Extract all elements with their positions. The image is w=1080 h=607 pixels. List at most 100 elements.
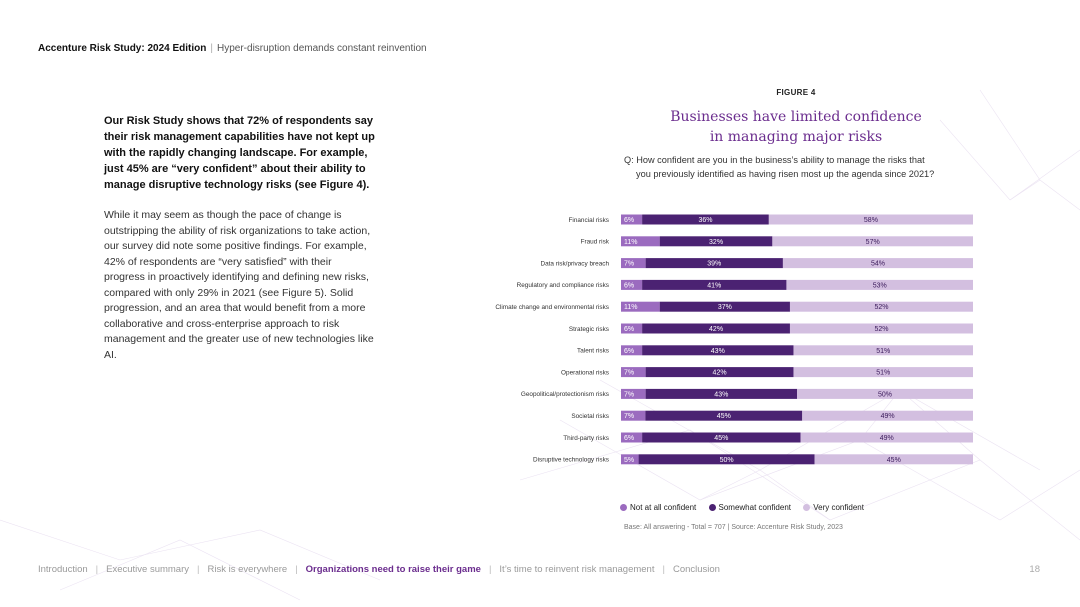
category-label-fraud-risk: Fraud risk [581, 239, 610, 246]
data-label-somewhat-confident-talent-risks: 43% [711, 348, 725, 355]
footer-nav-link-it-s-time-to-reinvent-risk-management[interactable]: It’s time to reinvent risk management [499, 564, 655, 575]
data-label-somewhat-confident-third-party-risks: 45% [714, 435, 728, 442]
category-label-third-party-risks: Third-party risks [563, 435, 609, 442]
bar-not-confident-geopolitical-protectionism-risks [621, 388, 646, 399]
bar-somewhat-confident-talent-risks [642, 345, 794, 356]
footer-nav-link-risk-is-everywhere[interactable]: Risk is everywhere [207, 564, 288, 575]
footer-nav-separator: | [488, 564, 492, 575]
data-label-very-confident-talent-risks: 51% [876, 348, 890, 355]
bar-somewhat-confident-financial-risks [642, 214, 769, 225]
bar-somewhat-confident-climate-change-and-environmental-risks [659, 301, 790, 312]
bar-somewhat-confident-data-risk-privacy-breach [645, 258, 783, 269]
bar-somewhat-confident-third-party-risks [642, 432, 801, 443]
legend-label-not-confident: Not at all confident [630, 503, 697, 512]
bar-not-confident-data-risk-privacy-breach [621, 258, 646, 269]
data-label-very-confident-fraud-risk: 57% [866, 239, 880, 246]
data-label-not-confident-talent-risks: 6% [624, 348, 634, 355]
bar-not-confident-strategic-risks [621, 323, 643, 334]
data-label-somewhat-confident-data-risk-privacy-breach: 39% [707, 261, 721, 268]
bar-not-confident-financial-risks [621, 214, 643, 225]
bar-very-confident-talent-risks [793, 345, 973, 356]
data-label-very-confident-financial-risks: 58% [864, 217, 878, 224]
bar-not-confident-societal-risks [621, 410, 646, 421]
body-paragraph: While it may seem as though the pace of … [104, 209, 374, 361]
survey-question-line-1: Q: How confident are you in the business… [624, 155, 925, 165]
bar-very-confident-regulatory-and-compliance-risks [786, 279, 973, 290]
data-label-not-confident-operational-risks: 7% [624, 370, 634, 377]
bar-very-confident-climate-change-and-environmental-risks [789, 301, 973, 312]
footer-nav-link-introduction[interactable]: Introduction [38, 564, 88, 575]
data-label-very-confident-data-risk-privacy-breach: 54% [871, 261, 885, 268]
footer-nav-separator: | [197, 564, 200, 575]
bar-not-confident-regulatory-and-compliance-risks [621, 279, 643, 290]
footer-nav-link-executive-summary[interactable]: Executive summary [106, 564, 190, 575]
data-label-not-confident-disruptive-technology-risks: 5% [624, 457, 634, 464]
bar-very-confident-operational-risks [793, 367, 973, 378]
survey-question: Q: How confident are you in the business… [624, 153, 984, 181]
legend-swatch-very-confident [803, 504, 811, 511]
bar-somewhat-confident-societal-risks [645, 410, 803, 421]
figure-title-line-1: Businesses have limited confidence [670, 109, 922, 125]
bar-very-confident-geopolitical-protectionism-risks [797, 388, 973, 399]
bar-somewhat-confident-operational-risks [645, 367, 794, 378]
bar-very-confident-fraud-risk [772, 236, 973, 247]
footer-nav-separator: | [295, 564, 298, 575]
bar-very-confident-societal-risks [802, 410, 973, 421]
data-label-very-confident-strategic-risks: 52% [874, 326, 888, 333]
data-label-very-confident-operational-risks: 51% [876, 370, 890, 377]
bar-not-confident-operational-risks [621, 367, 646, 378]
data-label-somewhat-confident-regulatory-and-compliance-risks: 41% [707, 282, 721, 289]
report-tagline: Hyper-disruption demands constant reinve… [217, 43, 427, 54]
bar-somewhat-confident-fraud-risk [659, 236, 773, 247]
data-label-not-confident-strategic-risks: 6% [624, 326, 634, 333]
data-label-somewhat-confident-strategic-risks: 42% [709, 326, 723, 333]
bar-not-confident-disruptive-technology-risks [621, 454, 639, 465]
bar-not-confident-fraud-risk [621, 236, 660, 247]
header-separator: | [210, 43, 213, 54]
data-label-somewhat-confident-disruptive-technology-risks: 50% [720, 457, 734, 464]
category-label-regulatory-and-compliance-risks: Regulatory and compliance risks [517, 282, 609, 289]
bar-very-confident-financial-risks [768, 214, 973, 225]
page-number: 18 [1029, 564, 1040, 575]
data-label-very-confident-societal-risks: 49% [881, 413, 895, 420]
category-label-geopolitical-protectionism-risks: Geopolitical/protectionism risks [521, 391, 609, 398]
data-label-not-confident-regulatory-and-compliance-risks: 6% [624, 282, 634, 289]
category-label-talent-risks: Talent risks [577, 348, 609, 355]
data-label-very-confident-regulatory-and-compliance-risks: 53% [873, 282, 887, 289]
data-label-not-confident-fraud-risk: 11% [624, 239, 638, 246]
data-label-somewhat-confident-financial-risks: 36% [698, 217, 712, 224]
legend-swatch-not-confident [620, 504, 627, 511]
survey-question-line-2: you previously identified as having rise… [636, 169, 935, 179]
footer-nav-link-conclusion[interactable]: Conclusion [672, 564, 720, 575]
data-label-not-confident-societal-risks: 7% [624, 413, 634, 420]
bar-somewhat-confident-strategic-risks [642, 323, 790, 334]
bar-very-confident-data-risk-privacy-breach [782, 258, 973, 269]
bar-not-confident-third-party-risks [621, 432, 643, 443]
category-label-climate-change-and-environmental-risks: Climate change and environmental risks [495, 304, 609, 311]
data-label-very-confident-geopolitical-protectionism-risks: 50% [878, 391, 892, 398]
category-label-financial-risks: Financial risks [569, 217, 610, 224]
figure-label: FIGURE 4 [776, 88, 816, 97]
lead-paragraph: Our Risk Study shows that 72% of respond… [104, 115, 375, 191]
category-label-societal-risks: Societal risks [571, 413, 609, 420]
bar-somewhat-confident-geopolitical-protectionism-risks [645, 388, 797, 399]
legend-item-not-confident: Not at all confident [620, 503, 696, 512]
bar-not-confident-climate-change-and-environmental-risks [621, 301, 660, 312]
data-label-somewhat-confident-operational-risks: 42% [713, 370, 727, 377]
category-label-data-risk-privacy-breach: Data risk/privacy breach [540, 260, 609, 267]
bar-somewhat-confident-regulatory-and-compliance-risks [642, 279, 787, 290]
footer-nav-link-organizations-need-to-raise-their-game[interactable]: Organizations need to raise their game [305, 564, 481, 575]
data-label-not-confident-data-risk-privacy-breach: 7% [624, 261, 634, 268]
data-label-somewhat-confident-fraud-risk: 32% [709, 239, 723, 246]
data-label-very-confident-disruptive-technology-risks: 45% [887, 457, 901, 464]
data-label-somewhat-confident-climate-change-and-environmental-risks: 37% [718, 304, 732, 311]
data-label-very-confident-climate-change-and-environmental-risks: 52% [874, 304, 888, 311]
data-label-somewhat-confident-societal-risks: 45% [717, 413, 731, 420]
data-label-not-confident-geopolitical-protectionism-risks: 7% [624, 391, 634, 398]
bar-very-confident-third-party-risks [800, 432, 973, 443]
legend-item-somewhat-confident: Somewhat confident [708, 503, 792, 512]
chart-legend: Not at all confident Somewhat confident … [620, 503, 874, 512]
bar-very-confident-disruptive-technology-risks [814, 454, 973, 465]
legend-label-somewhat-confident: Somewhat confident [718, 503, 792, 512]
